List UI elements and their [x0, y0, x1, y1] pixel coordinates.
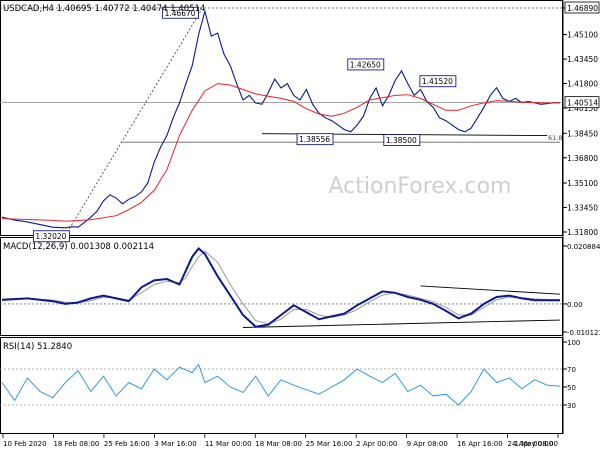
price-tick-label: 1.35100 [567, 179, 598, 188]
x-tick-label: 1 May 08:00 [514, 440, 558, 448]
x-tick-label: 2 Apr 00:00 [356, 440, 397, 448]
x-tick-label: 10 Feb 2020 [3, 440, 47, 448]
rsi-tick-label: 30 [567, 402, 576, 410]
price-tick-label: 1.38450 [567, 129, 598, 138]
rsi-label: RSI(14) 51.2840 [3, 342, 72, 352]
price-annotation-box [162, 6, 200, 19]
rsi-tick-label: 70 [567, 366, 576, 374]
x-tick-label: 25 Feb 16:00 [104, 440, 150, 448]
price-annotation-box [383, 134, 421, 146]
x-tick-label: 24 Apr 00:00 [508, 440, 554, 448]
price-tick-label: 1.43450 [567, 55, 598, 64]
x-tick-label: 3 Mar 16:00 [154, 440, 196, 448]
price-annotation-box [32, 230, 70, 243]
macd-tick-label: 0.00 [567, 301, 583, 309]
price-annotation-label: 1.38556 [299, 135, 330, 144]
macd-tick-label: 0.020884 [567, 243, 600, 251]
macd-trendline [420, 285, 561, 295]
price-series-price [1, 9, 560, 229]
price-tick-label: 1.46890 [567, 4, 598, 13]
x-tick-label: 18 Mar 08:00 [255, 440, 302, 448]
macd-tick-label: -0.010121 [567, 329, 600, 337]
price-annotation-box [419, 75, 457, 88]
current-price-label: 1.40514 [567, 99, 598, 108]
price-tick-label: 1.41800 [567, 80, 598, 89]
macd-label: MACD(12,26,9) 0.001308 0.002114 [3, 242, 154, 252]
x-tick-label: 9 Apr 08:00 [407, 440, 448, 448]
rsi-tick-label: 100 [567, 339, 580, 347]
price-tick-box [564, 1, 600, 14]
price-tick-label: 1.40150 [567, 104, 598, 113]
price-tick-label: 1.36800 [567, 154, 598, 163]
price-series-moving-average [1, 83, 560, 222]
x-tick-label: 25 Mar 16:00 [306, 440, 353, 448]
price-tick-label: 1.33450 [567, 204, 598, 213]
price-annotation-label: 1.46670 [165, 9, 196, 18]
rsi-tick-label: 50 [567, 384, 576, 392]
price-annotation-label: 1.32020 [35, 232, 66, 241]
macd-series-macd [1, 247, 560, 328]
current-price-box [564, 96, 600, 109]
x-tick-label: 16 Apr 16:00 [457, 440, 503, 448]
price-tick-label: 1.31800 [567, 228, 598, 237]
price-tick-label: 1.45100 [567, 31, 598, 40]
x-tick-label: 18 Feb 08:00 [53, 440, 99, 448]
fibonacci-label: 61.8 [548, 134, 562, 142]
price-annotation-label: 1.42650 [350, 60, 381, 69]
price-annotation-label: 1.38500 [386, 136, 417, 145]
price-annotation-label: 1.41520 [422, 77, 453, 86]
rsi-series [1, 363, 561, 406]
x-tick-label: 11 Mar 00:00 [205, 440, 252, 448]
macd-trendline [242, 319, 561, 328]
price-annotation-box [347, 58, 385, 71]
chart-title: USDCAD,H4 1.40695 1.40772 1.40474 1.4051… [3, 4, 205, 14]
price-annotation-box [296, 133, 334, 146]
watermark: ActionForex.com [329, 174, 512, 199]
